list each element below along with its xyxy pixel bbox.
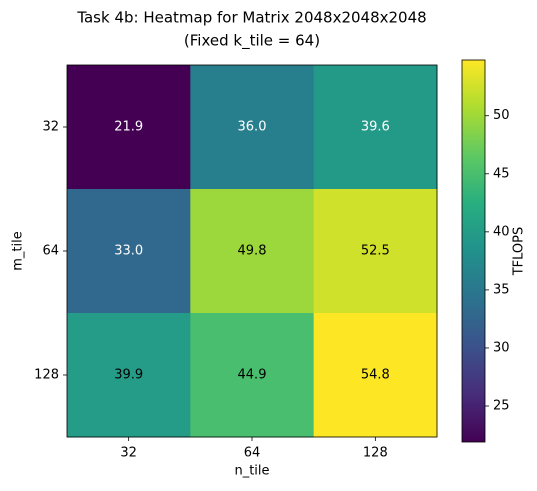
cell-label: 49.8 [238, 244, 267, 259]
x-tick-label: 32 [120, 446, 137, 461]
colorbar-tick-label: 30 [493, 340, 510, 355]
cell-label: 39.9 [114, 368, 143, 383]
y-tick-label: 64 [42, 244, 59, 259]
heatmap-cell [190, 189, 315, 314]
heatmap-cell [313, 189, 438, 314]
x-axis-label: n_tile [234, 464, 269, 479]
heatmap-cell [190, 313, 315, 438]
chart-title: (Fixed k_tile = 64) [184, 32, 320, 51]
x-tick-label: 128 [363, 446, 388, 461]
cell-label: 36.0 [238, 120, 267, 135]
colorbar [461, 59, 486, 443]
cell-label: 33.0 [114, 244, 143, 259]
heatmap-cell [313, 65, 438, 190]
cell-label: 39.6 [361, 120, 390, 135]
cell-label: 44.9 [238, 368, 267, 383]
heatmap-cell [67, 313, 191, 438]
heatmap-cell [67, 189, 191, 314]
cell-label: 54.8 [361, 368, 390, 383]
colorbar-tick-label: 25 [493, 399, 510, 414]
y-axis-label: m_tile [11, 231, 26, 270]
colorbar-tick-label: 35 [493, 282, 510, 297]
cell-label: 21.9 [114, 120, 143, 135]
heatmap-cell [313, 313, 438, 438]
cell-label: 52.5 [361, 244, 390, 259]
heatmap-cell [67, 65, 191, 190]
x-tick-label: 64 [244, 446, 261, 461]
colorbar-tick-label: 45 [493, 166, 510, 181]
y-tick-label: 32 [42, 120, 59, 135]
heatmap-cell [190, 65, 315, 190]
y-tick-label: 128 [34, 368, 59, 383]
colorbar-tick-label: 40 [493, 224, 510, 239]
chart-title: Task 4b: Heatmap for Matrix 2048x2048x20… [76, 9, 426, 27]
colorbar-label: TFLOPS [512, 227, 527, 277]
colorbar-tick-label: 50 [493, 108, 510, 123]
